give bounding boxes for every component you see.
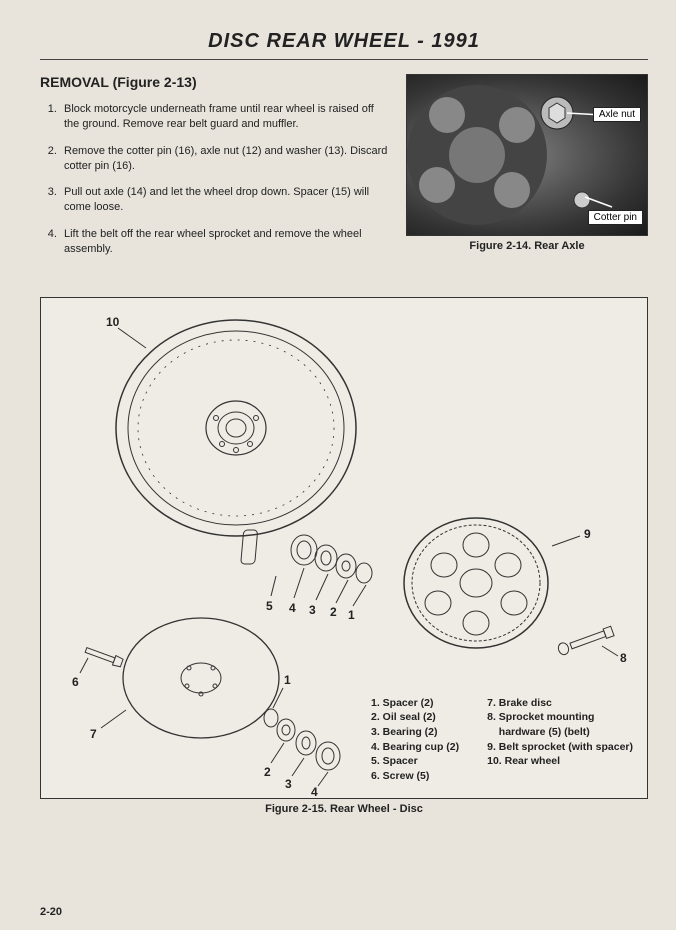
legend-item: 7. Brake disc [487, 696, 633, 711]
diagram-caption: Figure 2-15. Rear Wheel - Disc [40, 803, 648, 815]
svg-text:7: 7 [90, 727, 97, 741]
svg-text:10: 10 [106, 315, 120, 329]
legend-item: 2. Oil seal (2) [371, 710, 459, 725]
page-title: DISC REAR WHEEL - 1991 [40, 30, 648, 53]
legend-item: 6. Screw (5) [371, 769, 459, 784]
title-rule [40, 59, 648, 60]
rear-axle-photo: Axle nut Cotter pin [407, 75, 647, 235]
svg-text:6: 6 [72, 675, 79, 689]
photo-caption: Figure 2-14. Rear Axle [406, 240, 648, 252]
rear-axle-photo-frame: Axle nut Cotter pin [406, 74, 648, 236]
legend-item: 4. Bearing cup (2) [371, 740, 459, 755]
parts-legend: 1. Spacer (2) 2. Oil seal (2) 3. Bearing… [371, 696, 633, 784]
svg-text:1: 1 [284, 673, 291, 687]
exploded-diagram-frame: 10 5 4 3 2 1 [40, 297, 648, 799]
step-4: Lift the belt off the rear wheel sprocke… [60, 227, 392, 257]
callout-cotter-pin: Cotter pin [588, 210, 643, 225]
removal-steps: Block motorcycle underneath frame until … [40, 102, 392, 257]
legend-item: 5. Spacer [371, 754, 459, 769]
section-heading: REMOVAL (Figure 2-13) [40, 74, 392, 90]
svg-text:2: 2 [330, 605, 337, 619]
legend-item: 9. Belt sprocket (with spacer) [487, 740, 633, 755]
page-number: 2-20 [40, 906, 62, 918]
legend-item: 10. Rear wheel [487, 754, 633, 769]
legend-item: 3. Bearing (2) [371, 725, 459, 740]
svg-text:9: 9 [584, 527, 591, 541]
legend-item: 1. Spacer (2) [371, 696, 459, 711]
svg-text:5: 5 [266, 599, 273, 613]
callout-axle-nut: Axle nut [593, 107, 641, 122]
svg-text:1: 1 [348, 608, 355, 622]
step-2: Remove the cotter pin (16), axle nut (12… [60, 144, 392, 174]
svg-text:2: 2 [264, 765, 271, 779]
svg-text:8: 8 [620, 651, 627, 665]
step-3: Pull out axle (14) and let the wheel dro… [60, 185, 392, 215]
svg-text:4: 4 [289, 601, 296, 615]
svg-text:4: 4 [311, 785, 318, 798]
legend-item: hardware (5) (belt) [487, 725, 633, 740]
legend-item: 8. Sprocket mounting [487, 710, 633, 725]
svg-text:3: 3 [285, 777, 292, 791]
step-1: Block motorcycle underneath frame until … [60, 102, 392, 132]
svg-text:3: 3 [309, 603, 316, 617]
